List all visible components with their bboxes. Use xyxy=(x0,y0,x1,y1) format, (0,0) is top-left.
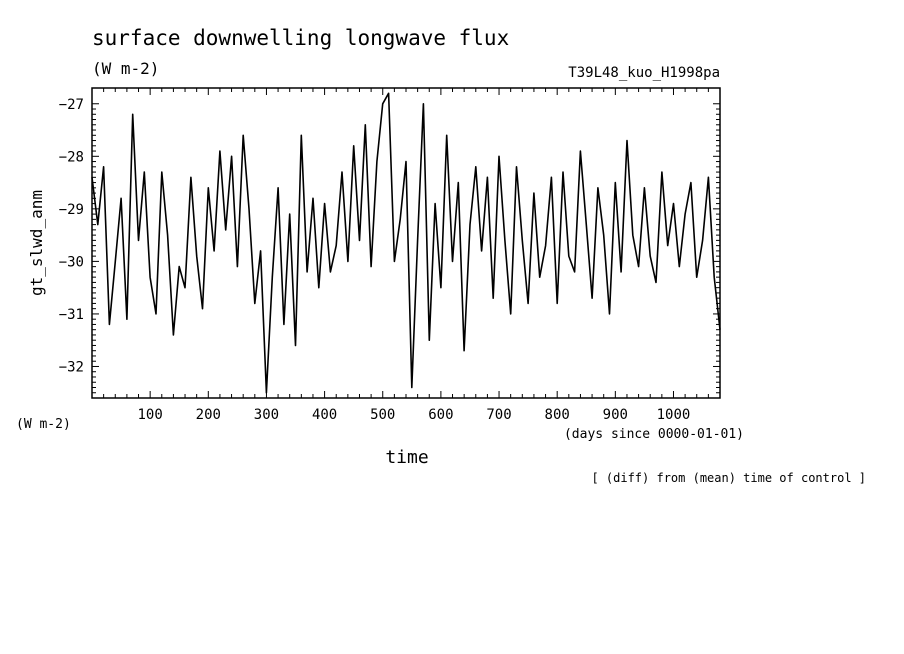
y-axis: −32 −31 −30 −29 −28 −27 xyxy=(59,97,720,394)
x-tick-label: 800 xyxy=(545,407,570,423)
x-tick-label: 200 xyxy=(196,407,221,423)
y-tick-label: −32 xyxy=(59,359,84,375)
y-axis-label: gt_slwd_anm xyxy=(27,190,46,296)
units-top: (W m-2) xyxy=(92,59,159,78)
experiment-label: T39L48_kuo_H1998pa xyxy=(568,65,720,81)
y-tick-label: −29 xyxy=(59,202,84,218)
x-tick-label: 500 xyxy=(370,407,395,423)
x-tick-label: 900 xyxy=(603,407,628,423)
chart-title: surface downwelling longwave flux xyxy=(92,26,509,50)
y-tick-label: −31 xyxy=(59,307,84,323)
y-tick-label: −27 xyxy=(59,97,84,113)
x-tick-label: 400 xyxy=(312,407,337,423)
series-group xyxy=(91,92,721,394)
units-left: (W m-2) xyxy=(16,417,71,432)
footnote: [ (diff) from (mean) time of control ] xyxy=(591,471,866,485)
x-axis-unit: (days since 0000-01-01) xyxy=(564,427,744,442)
x-tick-label: 700 xyxy=(486,407,511,423)
x-tick-label: 100 xyxy=(137,407,162,423)
y-tick-label: −30 xyxy=(59,254,84,270)
x-tick-label: 1000 xyxy=(657,407,691,423)
plot-frame xyxy=(91,87,721,399)
x-tick-label: 600 xyxy=(428,407,453,423)
x-axis-label: time xyxy=(385,447,428,468)
series-line xyxy=(91,92,721,394)
x-tick-label: 300 xyxy=(254,407,279,423)
y-tick-label: −28 xyxy=(59,149,84,165)
x-axis: 100 200 300 400 500 600 700 800 900 1000 xyxy=(103,88,709,423)
